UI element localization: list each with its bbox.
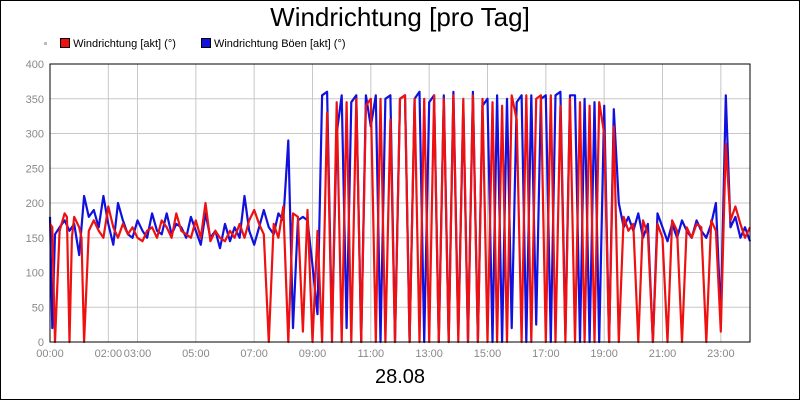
x-tick-label-6: 11:00: [357, 348, 384, 360]
legend: Windrichtung [akt] (°) Windrichtung Böen…: [44, 38, 368, 50]
y-tick-label-1: 50: [32, 302, 44, 314]
x-tick-label-3: 05:00: [182, 348, 210, 360]
x-tick-label-8: 15:00: [474, 348, 502, 360]
legend-swatch-series-1: [200, 38, 211, 48]
x-tick-label-11: 21:00: [649, 348, 677, 360]
legend-marker-icon: [44, 42, 47, 45]
y-tick-label-6: 300: [26, 129, 44, 141]
axis-box: [49, 63, 751, 343]
x-tick-label-4: 07:00: [240, 348, 268, 360]
x-tick-label-0: 00:00: [36, 348, 64, 360]
x-tick-label-2: 03:00: [124, 348, 152, 360]
x-tick-label-1: 02:00: [95, 348, 123, 360]
x-tick-label-5: 09:00: [299, 348, 327, 360]
x-tick-label-10: 19:00: [590, 348, 618, 360]
y-tick-label-3: 150: [26, 233, 44, 245]
y-tick-label-4: 200: [26, 198, 44, 210]
y-tick-label-7: 350: [26, 94, 44, 106]
series-line-0: [49, 94, 751, 344]
x-tick-label-12: 23:00: [707, 348, 735, 360]
y-tick-label-5: 250: [26, 163, 44, 175]
legend-swatch-series-0: [60, 38, 71, 48]
y-tick-label-8: 400: [26, 59, 44, 71]
y-axis-ticks: 0 50 100 150 200 250 300 350 400: [26, 59, 44, 349]
legend-label-series-0: Windrichtung [akt] (°): [73, 38, 176, 50]
chart-title: Windrichtung [pro Tag]: [270, 2, 530, 32]
x-axis-ticks: 00:00 02:00 03:00 05:00 07:00 09:00 11:00 13:00…: [36, 348, 734, 360]
series-layer: [48, 90, 752, 344]
y-tick-label-2: 100: [26, 268, 44, 280]
x-tick-label-7: 13:00: [415, 348, 443, 360]
y-tick-label-0: 0: [38, 337, 44, 349]
date-label: 28.08: [374, 366, 426, 388]
legend-item-series-1: Windrichtung Böen [akt] (°): [200, 38, 346, 50]
legend-item-series-0: Windrichtung [akt] (°): [60, 38, 176, 50]
x-tick-label-9: 17:00: [532, 348, 560, 360]
legend-label-series-1: Windrichtung Böen [akt] (°): [213, 38, 346, 50]
